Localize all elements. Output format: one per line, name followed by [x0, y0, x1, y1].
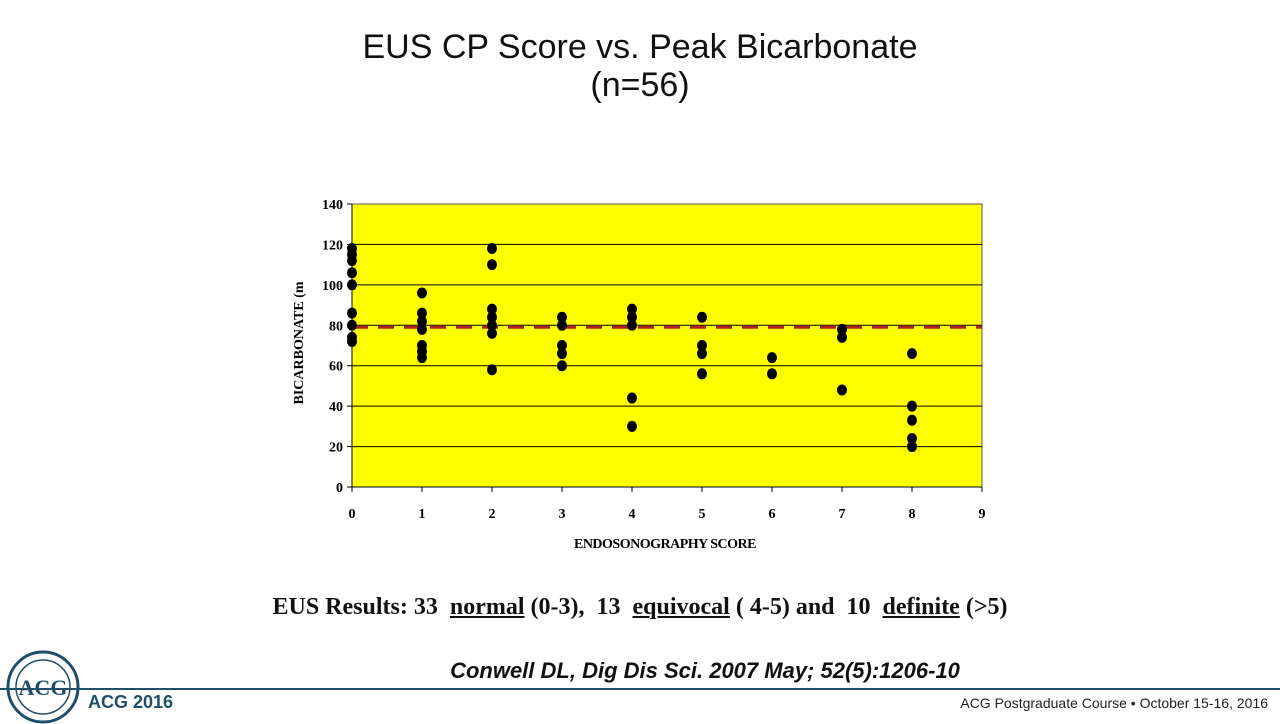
acg-logo-icon: ACG [6, 650, 80, 724]
data-point [557, 360, 567, 372]
slide-title-line2: (n=56) [590, 66, 690, 104]
data-point [557, 340, 567, 351]
x-axis-label: ENDOSONOGRAPHY SCORE [574, 537, 756, 552]
y-tick-label: 60 [329, 360, 343, 375]
data-point [627, 303, 637, 315]
data-point [487, 259, 497, 271]
results-definite: definite [882, 594, 960, 620]
data-point [697, 311, 707, 323]
y-axis-label: BICARBONATE (m [292, 281, 307, 404]
footer-left-label: ACG 2016 [88, 692, 174, 712]
plot-area [351, 203, 983, 488]
data-point [557, 348, 567, 360]
citation: Conwell DL, Dig Dis Sci. 2007 May; 52(5)… [450, 658, 960, 683]
x-tick-label: 2 [489, 507, 496, 522]
results-mid2: ( 4-5) and 10 [729, 594, 883, 620]
data-point [627, 319, 637, 331]
y-tick-label: 100 [322, 279, 343, 294]
data-point [907, 400, 917, 412]
data-point [487, 364, 497, 376]
y-tick-label: 120 [322, 238, 343, 253]
data-point [907, 441, 917, 453]
data-point [627, 392, 637, 404]
slide-title-line1: EUS CP Score vs. Peak Bicarbonate [362, 28, 918, 66]
x-tick-label: 3 [559, 507, 566, 522]
y-tick-label: 20 [329, 441, 343, 456]
y-tick-label: 80 [329, 319, 343, 334]
data-point [347, 335, 357, 347]
x-tick-label: 0 [349, 507, 356, 522]
data-point [697, 340, 707, 351]
data-point [487, 311, 497, 323]
data-point [907, 414, 917, 426]
x-tick-label: 8 [909, 507, 916, 522]
x-tick-label: 9 [979, 507, 986, 522]
y-tick-label: 0 [336, 481, 343, 496]
data-point [417, 307, 427, 319]
results-suffix: (>5) [959, 594, 1008, 620]
data-point [487, 327, 497, 339]
logo-text: ACG [19, 675, 68, 700]
data-point [487, 303, 497, 315]
x-tick-label: 7 [839, 507, 846, 522]
x-tick-label: 1 [419, 507, 426, 522]
x-tick-label: 5 [699, 507, 706, 522]
data-point [837, 384, 847, 396]
data-point [347, 307, 357, 319]
y-tick-label: 40 [329, 400, 343, 415]
data-point [557, 311, 567, 323]
results-equivocal: equivocal [632, 594, 730, 620]
data-point [347, 255, 357, 267]
data-point [417, 352, 427, 364]
data-point [697, 348, 707, 360]
data-point [487, 242, 497, 254]
y-tick-label: 140 [322, 198, 343, 213]
data-point [627, 311, 637, 323]
data-point [417, 323, 427, 335]
data-point [907, 432, 917, 444]
eus-results-summary: EUS Results: 33 normal (0-3), 13 equivoc… [0, 594, 1280, 621]
data-point [697, 368, 707, 380]
data-point [487, 319, 497, 331]
data-point [347, 319, 357, 331]
data-point [557, 319, 567, 331]
data-point [417, 287, 427, 299]
data-point [347, 267, 357, 279]
x-tick-label: 4 [629, 507, 636, 522]
footer-right-label: ACG Postgraduate Course • October 15-16,… [960, 695, 1268, 711]
data-point [627, 420, 637, 432]
data-point [907, 348, 917, 360]
results-prefix: EUS Results: 33 [272, 594, 450, 620]
data-point [347, 279, 357, 291]
data-point [767, 352, 777, 364]
results-mid1: (0-3), 13 [524, 594, 633, 620]
data-point [837, 331, 847, 343]
data-point [417, 315, 427, 327]
results-normal: normal [449, 594, 525, 620]
footer-divider [0, 688, 1280, 690]
data-point [837, 323, 847, 335]
data-point [767, 368, 777, 380]
x-tick-label: 6 [769, 507, 776, 522]
